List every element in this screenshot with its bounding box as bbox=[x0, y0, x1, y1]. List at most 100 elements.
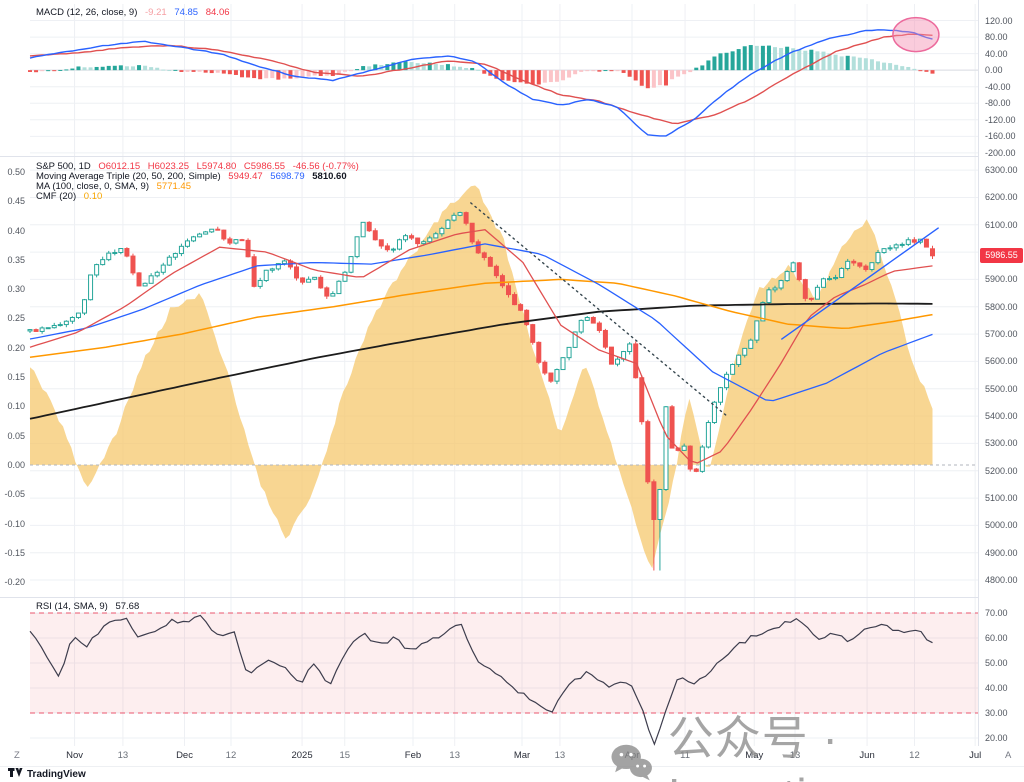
ma100-value: 5771.45 bbox=[156, 181, 191, 192]
price-axis-label: 5500.00 bbox=[985, 383, 1018, 394]
ohlc-high: H6023.25 bbox=[147, 161, 189, 172]
ohlc-change: -46.56 (-0.77%) bbox=[292, 161, 359, 172]
macd-axis-label: -160.00 bbox=[985, 131, 1016, 142]
tradingview-logo-icon bbox=[8, 768, 23, 777]
price-axis-label: 6300.00 bbox=[985, 165, 1018, 176]
ohlc-close: C5986.55 bbox=[243, 161, 286, 172]
rsi-axis-label: 40.00 bbox=[985, 683, 1008, 693]
last-price-badge: 5986.55 bbox=[980, 248, 1023, 264]
cmf-axis-label: 0.05 bbox=[7, 430, 25, 441]
attribution-text: TradingView bbox=[27, 769, 86, 780]
rsi-legend[interactable]: RSI (14, SMA, 9) 57.68 bbox=[36, 602, 144, 612]
ma-line-ma20 bbox=[29, 229, 933, 464]
cmf-axis-label: 0.20 bbox=[7, 342, 25, 353]
trendline-solid bbox=[781, 227, 939, 340]
time-tick-feb: Feb bbox=[404, 750, 422, 761]
cmf-axis-label: -0.05 bbox=[4, 489, 25, 500]
cmf-area bbox=[30, 185, 933, 569]
price-axis-label: 4800.00 bbox=[985, 575, 1018, 586]
macd-axis-label: 0.00 bbox=[985, 65, 1003, 76]
tradingview-attribution[interactable]: TradingView bbox=[8, 768, 86, 781]
time-tick-13: 13 bbox=[449, 750, 460, 761]
price-axis-label: 5700.00 bbox=[985, 329, 1018, 340]
time-tick-12: 12 bbox=[225, 750, 237, 761]
auto-scale-button[interactable]: A bbox=[1005, 750, 1012, 761]
rsi-axis-label: 30.00 bbox=[985, 708, 1008, 718]
panel-separator[interactable] bbox=[0, 156, 1024, 157]
time-tick-12: 12 bbox=[909, 750, 920, 761]
macd-signal-value: 84.06 bbox=[205, 7, 230, 18]
mat-ma20-value: 5949.47 bbox=[228, 171, 263, 182]
price-axis-label: 6200.00 bbox=[985, 192, 1018, 203]
mat-ma50-value: 5698.79 bbox=[270, 171, 305, 182]
time-tick-2025: 2025 bbox=[291, 750, 313, 761]
ma-line-ma50 bbox=[29, 243, 933, 402]
price-axis-label: 5900.00 bbox=[985, 274, 1018, 285]
cmf-axis-label: -0.20 bbox=[4, 577, 25, 588]
time-tick-11: 11 bbox=[680, 750, 690, 761]
cmf-title: CMF (20) bbox=[36, 191, 77, 202]
time-tick-may: May bbox=[745, 750, 764, 761]
price-axis-label: 5200.00 bbox=[985, 465, 1018, 476]
price-axis-label: 5300.00 bbox=[985, 438, 1018, 449]
mat-title: Moving Average Triple (20, 50, 200, Simp… bbox=[36, 171, 221, 182]
cmf-axis-label: 0.00 bbox=[7, 459, 25, 470]
macd-panel[interactable] bbox=[0, 4, 978, 157]
rsi-line bbox=[29, 614, 933, 746]
price-axis-label: 5000.00 bbox=[985, 520, 1018, 531]
rsi-title: RSI (14, SMA, 9) bbox=[36, 601, 108, 612]
rsi-axis-label: 60.00 bbox=[985, 633, 1008, 643]
ma-line-ma100 bbox=[29, 278, 933, 359]
rsi-panel[interactable] bbox=[0, 598, 978, 746]
mat-ma200-value: 5810.60 bbox=[312, 171, 347, 182]
macd-axis-label: 40.00 bbox=[985, 48, 1008, 59]
gridlines bbox=[30, 4, 978, 157]
symbol-legend[interactable]: S&P 500, 1D O6012.15 H6023.25 L5974.80 C… bbox=[36, 162, 364, 172]
time-tick-15: 15 bbox=[339, 750, 351, 761]
ma-line-ma200 bbox=[29, 302, 933, 420]
price-axis-label: 5800.00 bbox=[985, 301, 1018, 312]
gridlines bbox=[30, 598, 978, 746]
price-axis-label: 6100.00 bbox=[985, 219, 1018, 230]
macd-axis-label: -80.00 bbox=[985, 98, 1011, 109]
time-tick-nov: Nov bbox=[66, 750, 83, 761]
cmf-legend[interactable]: CMF (20) 0.10 bbox=[36, 192, 107, 202]
macd-histogram bbox=[28, 45, 935, 89]
time-tick-13: 13 bbox=[554, 750, 566, 761]
macd-legend-title: MACD (12, 26, close, 9) bbox=[36, 7, 138, 18]
ohlc-low: L5974.80 bbox=[196, 161, 237, 172]
cmf-axis-label: 0.35 bbox=[7, 254, 25, 265]
rsi-axis-label: 70.00 bbox=[985, 608, 1008, 618]
rsi-axis-label: 50.00 bbox=[985, 658, 1008, 668]
macd-axis-label: 120.00 bbox=[985, 15, 1013, 26]
timezone-button[interactable]: Z bbox=[14, 750, 20, 761]
time-tick-13: 13 bbox=[789, 750, 801, 761]
mat-legend[interactable]: Moving Average Triple (20, 50, 200, Simp… bbox=[36, 172, 352, 182]
cmf-axis-label: -0.10 bbox=[4, 518, 25, 529]
time-axis[interactable]: Z A Nov 13 Dec 12 2025 15 Feb 13 Mar 13 Apr 11 May 13… bbox=[0, 746, 1024, 766]
price-axis-label: 5100.00 bbox=[985, 493, 1018, 504]
macd-axis-label: 80.00 bbox=[985, 32, 1008, 43]
ma100-legend[interactable]: MA (100, close, 0, SMA, 9) 5771.45 bbox=[36, 182, 196, 192]
cmf-axis-label: 0.10 bbox=[7, 401, 25, 412]
macd-legend[interactable]: MACD (12, 26, close, 9) -9.21 74.85 84.0… bbox=[36, 8, 235, 18]
candles bbox=[27, 211, 935, 571]
price-axis-label: 4900.00 bbox=[985, 547, 1018, 558]
time-tick-mar: Mar bbox=[513, 750, 531, 761]
time-tick-apr: Apr bbox=[624, 750, 640, 761]
cmf-axis-label: 0.50 bbox=[7, 166, 25, 177]
rsi-axis-label: 20.00 bbox=[985, 733, 1008, 743]
price-panel[interactable] bbox=[0, 157, 978, 597]
time-tick-jul: Jul bbox=[969, 750, 982, 761]
macd-axis-label: -120.00 bbox=[985, 114, 1016, 125]
time-tick-dec: Dec bbox=[176, 750, 193, 761]
ohlc-open: O6012.15 bbox=[98, 161, 141, 172]
symbol-name: S&P 500, 1D bbox=[36, 161, 91, 172]
price-axis-label: 5400.00 bbox=[985, 411, 1018, 422]
panel-separator[interactable] bbox=[0, 597, 1024, 598]
price-scale-axis[interactable]: 120.00 80.00 40.00 0.00 -40.00 -80.00 -120.00 -… bbox=[978, 0, 1024, 766]
price-axis-label: 5600.00 bbox=[985, 356, 1018, 367]
macd-hist-value: -9.21 bbox=[145, 7, 167, 18]
cmf-scale-axis[interactable]: 0.50 0.45 0.40 0.35 0.30 0.25 0.20 0.15 0.10 0.05… bbox=[0, 0, 28, 766]
